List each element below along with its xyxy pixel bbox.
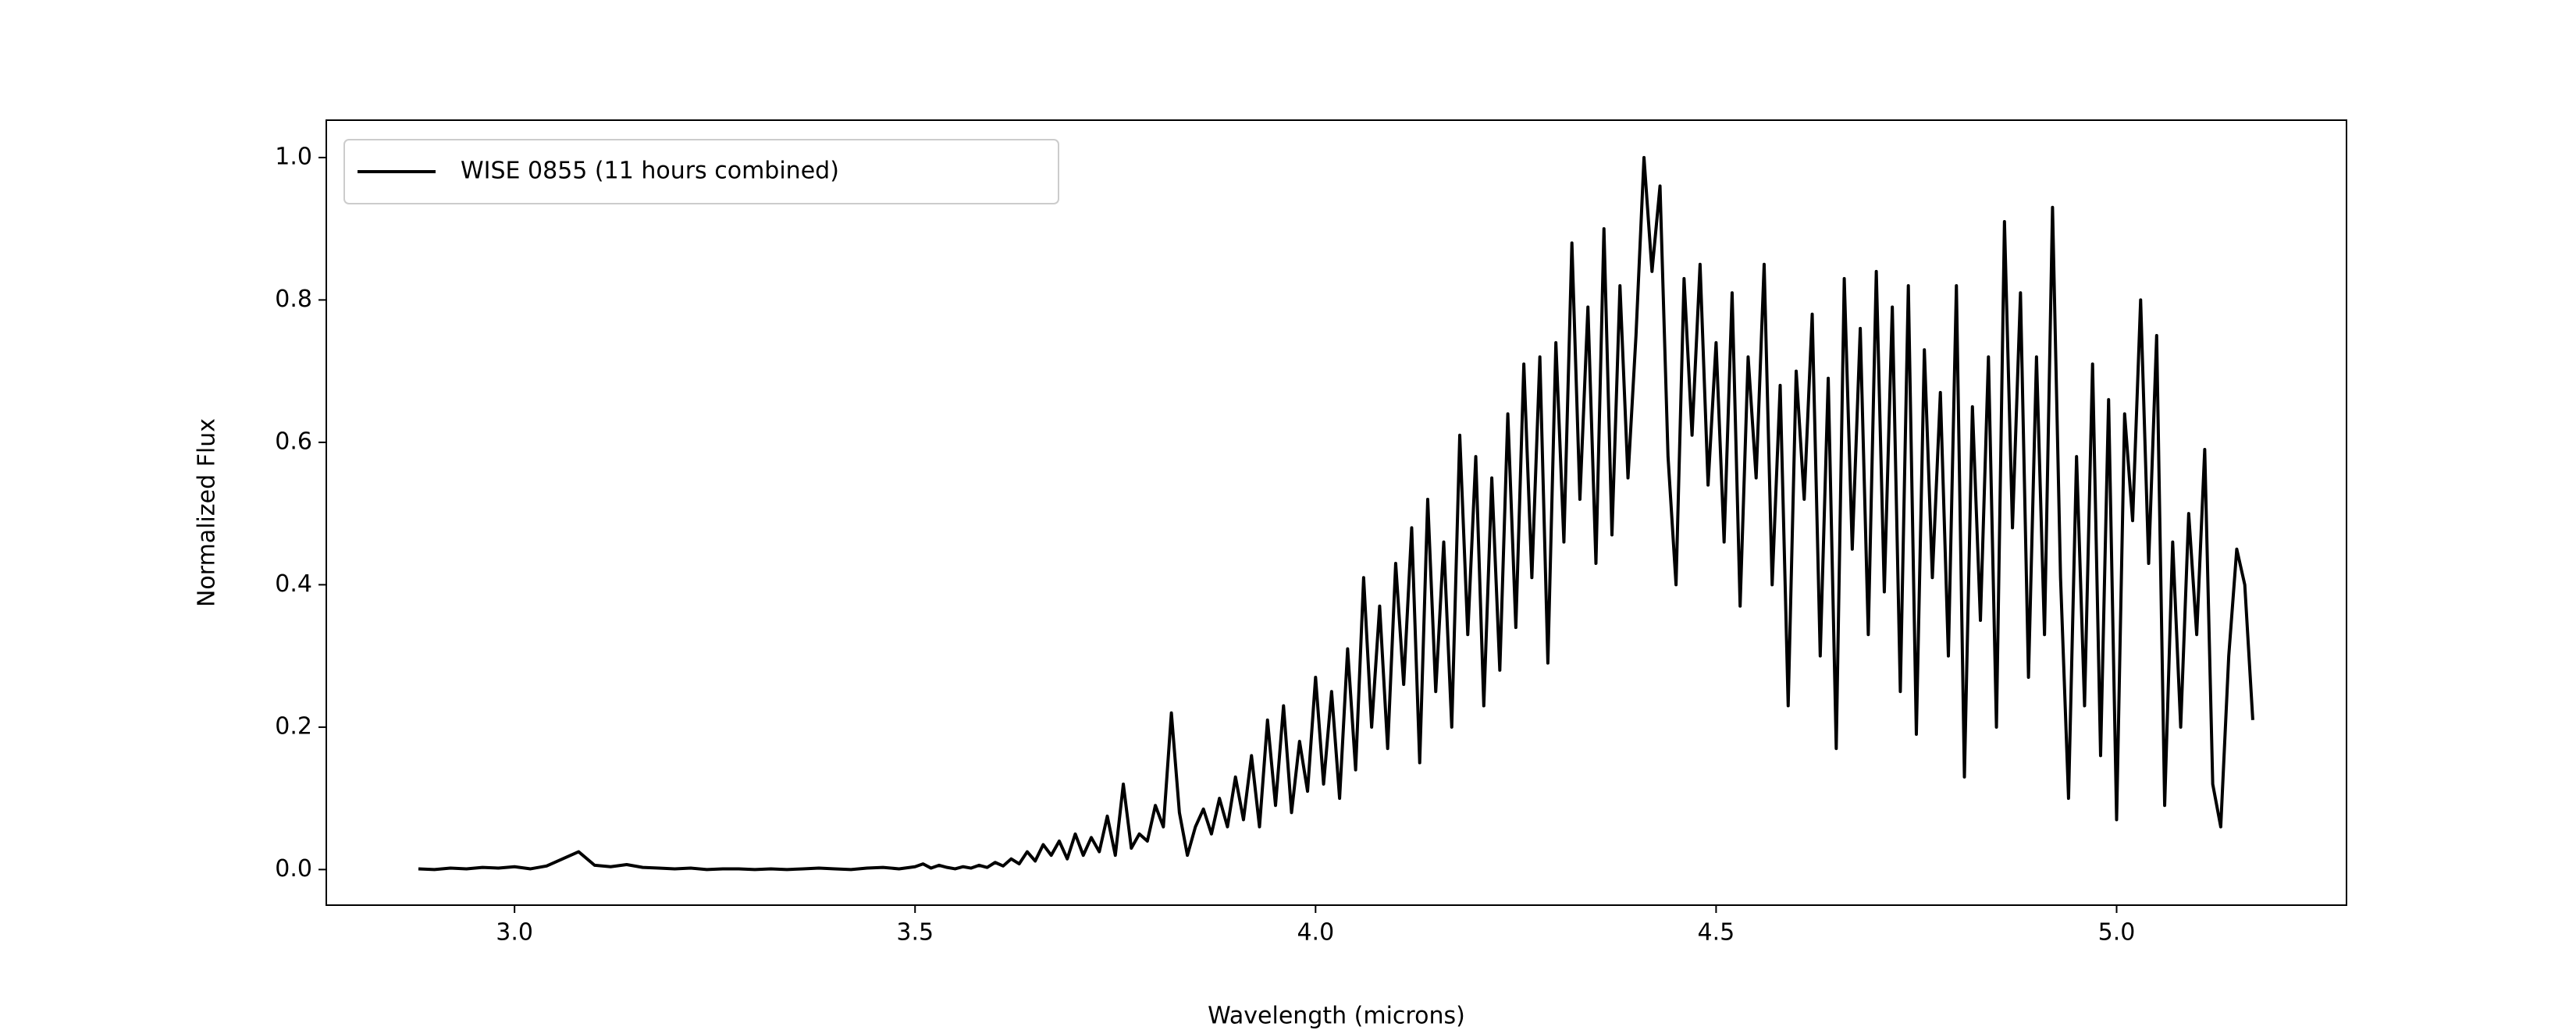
x-tick-label: 4.0 bbox=[1297, 919, 1334, 947]
y-tick-label: 0.6 bbox=[275, 428, 312, 455]
y-tick-label: 0.8 bbox=[275, 286, 312, 313]
y-tick-label: 1.0 bbox=[275, 143, 312, 170]
x-tick-label: 5.0 bbox=[2098, 919, 2136, 947]
y-tick-label: 0.4 bbox=[275, 570, 312, 598]
y-axis-label: Normalized Flux bbox=[194, 418, 221, 607]
spectrum-line bbox=[418, 155, 2254, 872]
y-tick-label: 0.0 bbox=[275, 855, 312, 883]
x-tick-label: 3.0 bbox=[496, 919, 533, 947]
y-tick-label: 0.2 bbox=[275, 712, 312, 740]
legend-box bbox=[343, 139, 1059, 204]
legend-label: WISE 0855 (11 hours combined) bbox=[461, 158, 839, 185]
x-tick-label: 3.5 bbox=[896, 919, 934, 947]
plot-frame bbox=[326, 119, 2347, 906]
x-tick-label: 4.5 bbox=[1698, 919, 1735, 947]
x-axis-label: Wavelength (microns) bbox=[1208, 1003, 1465, 1030]
